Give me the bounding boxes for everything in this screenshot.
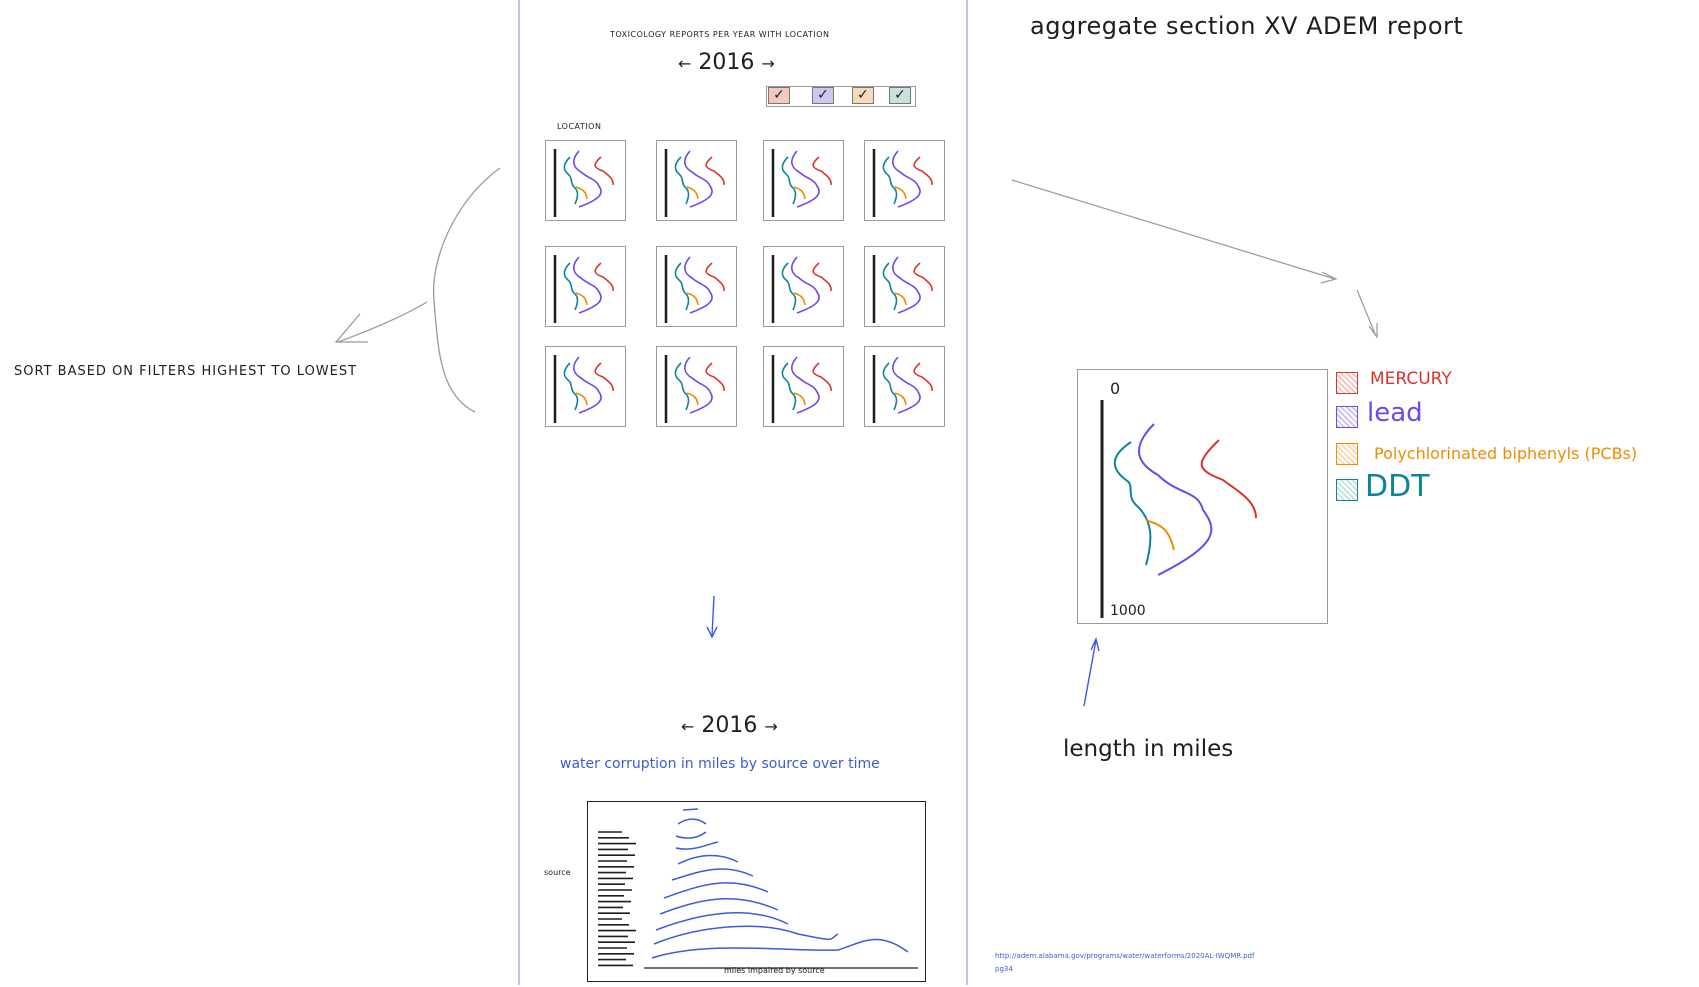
location-thumbnail[interactable] — [864, 140, 945, 221]
corruption-y-label: source — [544, 868, 571, 877]
source-stream-line — [663, 882, 769, 899]
source-stream-line — [675, 841, 719, 850]
arrow-to-chart-2 — [1356, 289, 1377, 337]
thumbnail-chart — [872, 255, 933, 323]
thumbnail-chart — [872, 355, 933, 423]
location-thumbnail[interactable] — [545, 346, 626, 427]
legend-lead-swatch — [1336, 406, 1358, 428]
filter-pcb-checkbox[interactable]: ✓ — [852, 87, 874, 104]
year-prev-arrow-bottom[interactable]: ← — [681, 717, 695, 736]
down-arrow-head — [706, 626, 718, 639]
location-thumbnail[interactable] — [763, 346, 844, 427]
arrow-to-chart-1-head — [1320, 271, 1338, 284]
aggregate-y-top: 0 — [1110, 379, 1121, 398]
location-thumbnail[interactable] — [763, 140, 844, 221]
length-arrow — [1083, 639, 1097, 707]
thumbnail-chart — [771, 149, 832, 217]
legend-ddt-label: DDT — [1365, 469, 1430, 504]
legend-pcb-label: Polychlorinated biphenyls (PCBs) — [1374, 444, 1638, 463]
thumbnail-chart — [553, 149, 614, 217]
source-stream-line — [655, 912, 789, 931]
aggregate-chart — [1077, 369, 1328, 624]
source-page: pg34 — [995, 965, 1013, 973]
year-value-bottom: 2016 — [701, 713, 758, 738]
arrow-to-chart-1 — [1011, 179, 1336, 280]
source-url-link[interactable]: http://adem.alabama.gov/programs/water/w… — [995, 952, 1255, 960]
down-arrow — [711, 595, 715, 637]
year-selector-bottom: ← 2016 → — [681, 713, 778, 738]
corruption-chart — [587, 801, 926, 982]
thumbnail-chart — [664, 355, 725, 423]
location-thumbnail[interactable] — [545, 246, 626, 327]
aggregate-y-bottom: 1000 — [1110, 603, 1146, 619]
thumbnail-chart — [553, 255, 614, 323]
legend-mercury-label: MERCURY — [1370, 369, 1452, 389]
year-prev-arrow[interactable]: ← — [678, 54, 692, 73]
location-thumbnail[interactable] — [864, 246, 945, 327]
thumbnail-chart — [664, 255, 725, 323]
corruption-x-label: miles impaired by source — [724, 966, 825, 975]
legend-pcb-swatch — [1336, 443, 1358, 465]
thumbnail-chart — [872, 149, 933, 217]
sort-arrow-head — [334, 313, 368, 343]
location-thumbnail[interactable] — [656, 346, 737, 427]
thumbnail-chart — [771, 255, 832, 323]
source-stream-line — [682, 808, 699, 811]
year-next-arrow-bottom[interactable]: → — [764, 717, 778, 736]
year-next-arrow[interactable]: → — [761, 54, 775, 73]
filter-ddt-checkbox[interactable]: ✓ — [889, 87, 911, 104]
corruption-chart-title: water corruption in miles by source over… — [560, 756, 880, 772]
location-thumbnail[interactable] — [656, 246, 737, 327]
legend-mercury-swatch — [1336, 372, 1358, 394]
source-stream-line — [671, 868, 754, 881]
aggregate-chart-svg — [1100, 400, 1257, 618]
source-stream-line — [677, 854, 739, 865]
pcb-line — [1145, 519, 1175, 551]
year-selector-top: ← 2016 → — [678, 50, 775, 75]
location-thumbnail[interactable] — [864, 346, 945, 427]
source-stream-line — [659, 897, 779, 915]
length-in-miles-note: length in miles — [1063, 736, 1234, 762]
location-thumbnail[interactable] — [656, 140, 737, 221]
source-stream-line — [677, 818, 707, 825]
thumbnail-chart — [771, 355, 832, 423]
thumbnail-chart — [664, 149, 725, 217]
filter-lead-checkbox[interactable]: ✓ — [812, 87, 834, 104]
location-thumbnail[interactable] — [763, 246, 844, 327]
bracket-curve — [432, 167, 501, 413]
arrow-to-chart-2-head — [1368, 323, 1378, 339]
legend-ddt-swatch — [1336, 479, 1358, 501]
corruption-chart-svg — [598, 808, 918, 969]
sort-arrow-shaft — [337, 301, 428, 343]
filter-mercury-checkbox[interactable]: ✓ — [768, 87, 790, 104]
thumbnail-chart — [553, 355, 614, 423]
length-arrow-head — [1090, 636, 1100, 652]
legend-lead-label: lead — [1367, 398, 1423, 428]
source-stream-line — [651, 938, 909, 959]
toxicology-title: TOXICOLOGY REPORTS PER YEAR WITH LOCATIO… — [610, 30, 830, 39]
mercury-line — [1200, 439, 1257, 519]
report-heading: aggregate section XV ADEM report — [1030, 12, 1464, 40]
location-label: LOCATION — [557, 122, 602, 131]
source-stream-line — [653, 925, 839, 945]
ddt-line — [1113, 441, 1152, 566]
year-value: 2016 — [698, 50, 755, 75]
lead-line — [1138, 423, 1213, 576]
filter-bar — [766, 86, 916, 107]
source-stream-line — [675, 831, 707, 839]
location-thumbnail[interactable] — [545, 140, 626, 221]
sort-note: SORT BASED ON FILTERS HIGHEST TO LOWEST — [14, 364, 358, 379]
